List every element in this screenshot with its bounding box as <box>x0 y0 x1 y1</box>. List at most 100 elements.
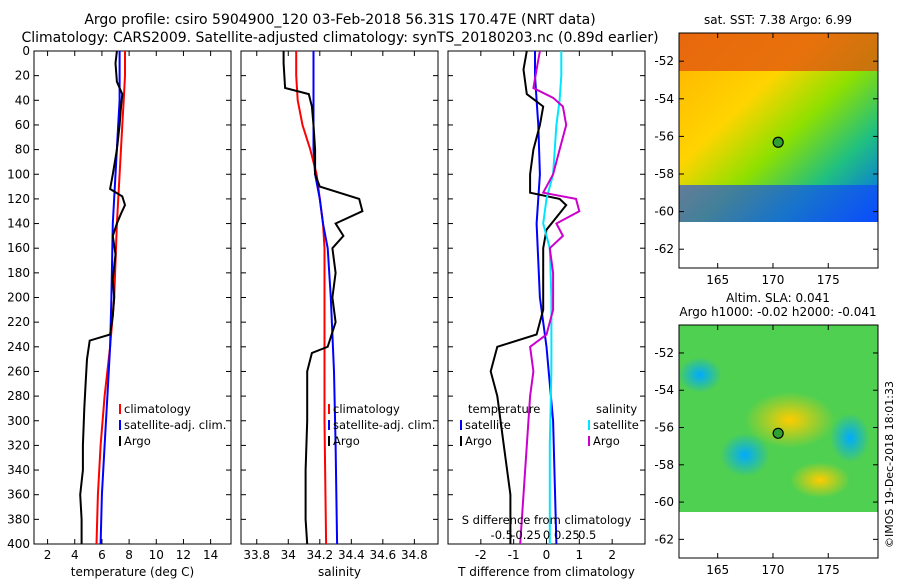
y-tick-label: 400 <box>7 537 30 551</box>
map-y-tick-label: -62 <box>654 242 674 256</box>
plot-frame <box>447 50 646 545</box>
y-tick-label: 180 <box>7 266 30 280</box>
x-tick-label: 6 <box>98 548 106 562</box>
y-tick-label: 40 <box>15 93 30 107</box>
legend-label: satellite-adj. clim. <box>124 418 226 432</box>
x-axis-label: T difference from climatology <box>457 565 635 579</box>
series-line-s-satellite <box>542 51 563 544</box>
sla-map-nodata <box>679 512 878 548</box>
map-x-tick-label: 170 <box>762 273 785 287</box>
map-x-tick-label: 175 <box>817 273 840 287</box>
y-tick-label: 100 <box>7 167 30 181</box>
sst-map-title: sat. SST: 7.38 Argo: 6.99 <box>704 13 852 27</box>
legend-label: temperature <box>468 402 540 416</box>
y-tick-label: 320 <box>7 438 30 452</box>
top-axis-label: S difference from climatology <box>462 513 632 527</box>
legend-label: satellite-adj. clim. <box>333 418 435 432</box>
y-tick-label: 360 <box>7 488 30 502</box>
plot-frame <box>240 50 439 545</box>
map-y-tick-label: -52 <box>654 346 674 360</box>
map-x-tick-label: 170 <box>762 563 785 577</box>
legend-label: Argo <box>465 434 492 448</box>
x-tick-label: 4 <box>71 548 79 562</box>
y-tick-label: 220 <box>7 315 30 329</box>
difference-panel: -2 -1 0 1 2 T difference from climatology temp… <box>447 50 646 579</box>
y-tick-label: 340 <box>7 463 30 477</box>
x-tick-label: 33.8 <box>243 548 270 562</box>
x-tick-label: 8 <box>125 548 133 562</box>
legend-label: climatology <box>124 402 191 416</box>
legend-label: satellite <box>465 418 511 432</box>
map-x-tick-label: 165 <box>706 563 729 577</box>
sst-map-warm-band <box>679 33 878 71</box>
sst-map: -52 -54 -56 -58 -60 -62 165 170 175 <box>654 32 879 287</box>
sla-map-low-eddy <box>830 413 870 463</box>
x-tick-label: 14 <box>203 548 218 562</box>
x-tick-label: 34 <box>281 548 296 562</box>
y-tick-label: 80 <box>15 143 30 157</box>
y-tick-label: 20 <box>15 69 30 83</box>
x-tick-label: 2 <box>44 548 52 562</box>
series-line-satellite-adj-clim- <box>99 51 121 545</box>
y-tick-label: 300 <box>7 414 30 428</box>
map-y-tick-label: -60 <box>654 495 674 509</box>
series-line-argo <box>282 51 364 545</box>
y-tick-label: 60 <box>15 118 30 132</box>
x-tick-label: 34.4 <box>338 548 365 562</box>
figure-title-line2: Climatology: CARS2009. Satellite-adjuste… <box>21 30 658 46</box>
map-y-tick-label: -58 <box>654 167 674 181</box>
x-tick-label: 34.2 <box>306 548 333 562</box>
y-tick-label: 140 <box>7 217 30 231</box>
x-axis-label: temperature (deg C) <box>71 565 194 579</box>
x-tick-label: 1 <box>576 548 584 562</box>
y-tick-label: 200 <box>7 291 30 305</box>
series-line-t-satellite <box>534 51 558 545</box>
series-line-s-argo <box>519 50 581 545</box>
series-line-satellite-adj-clim- <box>312 51 339 545</box>
x-tick-label: -1 <box>508 548 520 562</box>
top-axis-tick-label: -0.5 <box>491 528 513 542</box>
top-axis-tick-label: 0.25 <box>554 528 580 542</box>
sla-map-high-eddy <box>745 392 835 448</box>
map-x-tick-label: 165 <box>706 273 729 287</box>
x-axis-label: salinity <box>318 565 361 579</box>
map-y-tick-label: -56 <box>654 129 674 143</box>
series-line-argo <box>79 50 127 544</box>
temperature-panel: 0 20 40 60 80 100 120 140 160 180 200 220 240 260 280 3… <box>7 44 232 579</box>
sst-map-cold-band <box>679 185 878 222</box>
top-axis-tick-label: 0.5 <box>578 528 596 542</box>
map-y-tick-label: -52 <box>654 54 674 68</box>
map-y-tick-label: -54 <box>654 92 674 106</box>
x-tick-label: 34.8 <box>401 548 428 562</box>
y-tick-label: 280 <box>7 389 30 403</box>
y-tick-label: 380 <box>7 512 30 526</box>
y-tick-label: 0 <box>22 44 30 58</box>
x-tick-label: 10 <box>149 548 164 562</box>
copyright-footer: ©IMOS 19-Dec-2018 18:01:33 <box>883 381 896 548</box>
argo-location-marker <box>772 427 784 439</box>
sla-map: -52 -54 -56 -58 -60 -62 165 170 175 <box>654 324 879 577</box>
sla-map-low-eddy <box>678 357 722 393</box>
legend-label: climatology <box>333 402 400 416</box>
map-x-tick-label: 175 <box>817 563 840 577</box>
top-axis-tick-label: -0.25 <box>511 528 541 542</box>
argo-location-marker <box>772 136 784 148</box>
sst-map-nodata <box>679 222 878 268</box>
map-y-tick-label: -60 <box>654 205 674 219</box>
figure-title-line1: Argo profile: csiro 5904900_120 03-Feb-2… <box>84 12 595 28</box>
sla-map-subtitle: Argo h1000: -0.02 h2000: -0.041 <box>679 305 876 319</box>
y-tick-label: 240 <box>7 340 30 354</box>
y-tick-label: 120 <box>7 192 30 206</box>
map-y-tick-label: -58 <box>654 458 674 472</box>
map-y-tick-label: -54 <box>654 383 674 397</box>
legend-label: Argo <box>124 434 151 448</box>
legend-label: Argo <box>333 434 360 448</box>
y-tick-label: 160 <box>7 241 30 255</box>
top-axis-tick-label: 0 <box>543 528 550 542</box>
x-tick-label: 0 <box>543 548 551 562</box>
map-y-tick-label: -56 <box>654 421 674 435</box>
y-tick-label: 260 <box>7 364 30 378</box>
map-frame <box>678 32 879 269</box>
x-tick-label: 34.6 <box>369 548 396 562</box>
